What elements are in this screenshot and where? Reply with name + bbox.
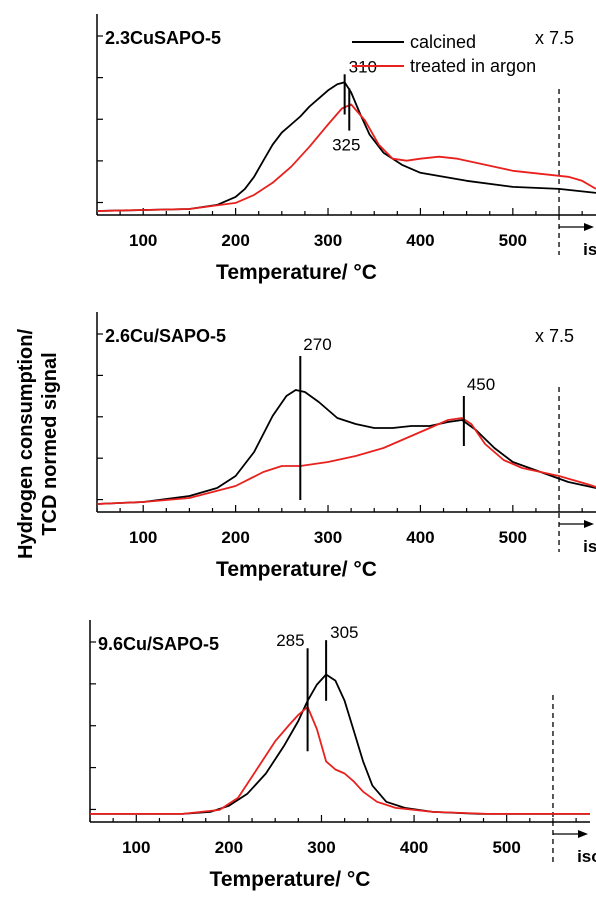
x-axis-label: Temperature/ °C bbox=[216, 558, 377, 581]
x-tick-label-100: 100 bbox=[122, 838, 150, 857]
panel-1: 100 200 300 400 500 isotherm Temperature/ °C 2.… bbox=[96, 14, 596, 284]
peak-label-305: 305 bbox=[330, 623, 358, 642]
x-tick-label-300: 300 bbox=[314, 528, 342, 547]
x-tick-label-400: 400 bbox=[406, 231, 434, 250]
x-tick-label-500: 500 bbox=[499, 231, 527, 250]
peak-label-325: 325 bbox=[332, 136, 360, 155]
peak-label-270: 270 bbox=[303, 335, 331, 354]
x-tick-label-400: 400 bbox=[400, 838, 428, 857]
panel-2: 100 200 300 400 500 isotherm Temperature/ °C 2.… bbox=[96, 312, 596, 581]
x-tick-label-500: 500 bbox=[499, 528, 527, 547]
x-tick-label-200: 200 bbox=[221, 231, 249, 250]
series-line-calcined bbox=[96, 81, 596, 212]
x-tick-label-300: 300 bbox=[307, 838, 335, 857]
panel-3: 100 200 300 400 500 isotherm Temperature/ °C 9.… bbox=[89, 620, 596, 891]
panel-title: 9.6Cu/SAPO-5 bbox=[98, 634, 219, 654]
x-axis-label: Temperature/ °C bbox=[210, 868, 371, 891]
legend-entry-1: calcined bbox=[410, 32, 476, 52]
isotherm-label: isotherm bbox=[583, 240, 596, 259]
isotherm-arrow-head bbox=[584, 520, 594, 528]
panel-title: 2.3CuSAPO-5 bbox=[105, 28, 221, 48]
series-line-calcined bbox=[96, 389, 596, 505]
x-tick-label-200: 200 bbox=[215, 838, 243, 857]
x-axis-label: Temperature/ °C bbox=[216, 261, 377, 284]
x-tick-label-400: 400 bbox=[406, 528, 434, 547]
series-line-calcined bbox=[90, 673, 590, 815]
isotherm-label: isotherm bbox=[583, 537, 596, 556]
x-tick-label-300: 300 bbox=[314, 231, 342, 250]
peak-label-285: 285 bbox=[276, 631, 304, 650]
isotherm-arrow-head bbox=[584, 223, 594, 231]
series-line-argon bbox=[96, 417, 596, 505]
x-tick-label-500: 500 bbox=[492, 838, 520, 857]
x-tick-label-100: 100 bbox=[129, 231, 157, 250]
series-line-argon bbox=[96, 103, 596, 212]
isotherm-label: isotherm bbox=[577, 847, 596, 866]
scale-factor-label: x 7.5 bbox=[535, 28, 574, 48]
scale-factor-label: x 7.5 bbox=[535, 326, 574, 346]
x-tick-label-100: 100 bbox=[129, 528, 157, 547]
x-tick-label-200: 200 bbox=[221, 528, 249, 547]
isotherm-arrow-head bbox=[578, 830, 588, 838]
panel-title: 2.6Cu/SAPO-5 bbox=[105, 326, 226, 346]
series-line-argon bbox=[90, 706, 590, 815]
peak-label-450: 450 bbox=[467, 375, 495, 394]
legend-entry-2: treated in argon bbox=[410, 56, 536, 76]
